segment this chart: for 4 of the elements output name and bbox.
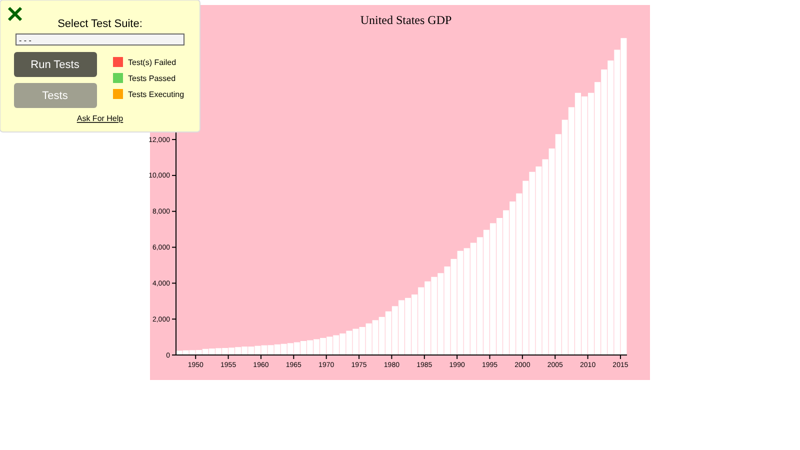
annotation: Tests Executing xyxy=(128,90,184,99)
test-panel: Select Test Suite: - - - Run Tests Tests Test(s) Failed Tests Passed Tests Executing Ask For Help xyxy=(0,0,200,132)
chart-title: United States GDP xyxy=(360,13,452,27)
annotation: Test(s) Failed xyxy=(128,58,176,67)
